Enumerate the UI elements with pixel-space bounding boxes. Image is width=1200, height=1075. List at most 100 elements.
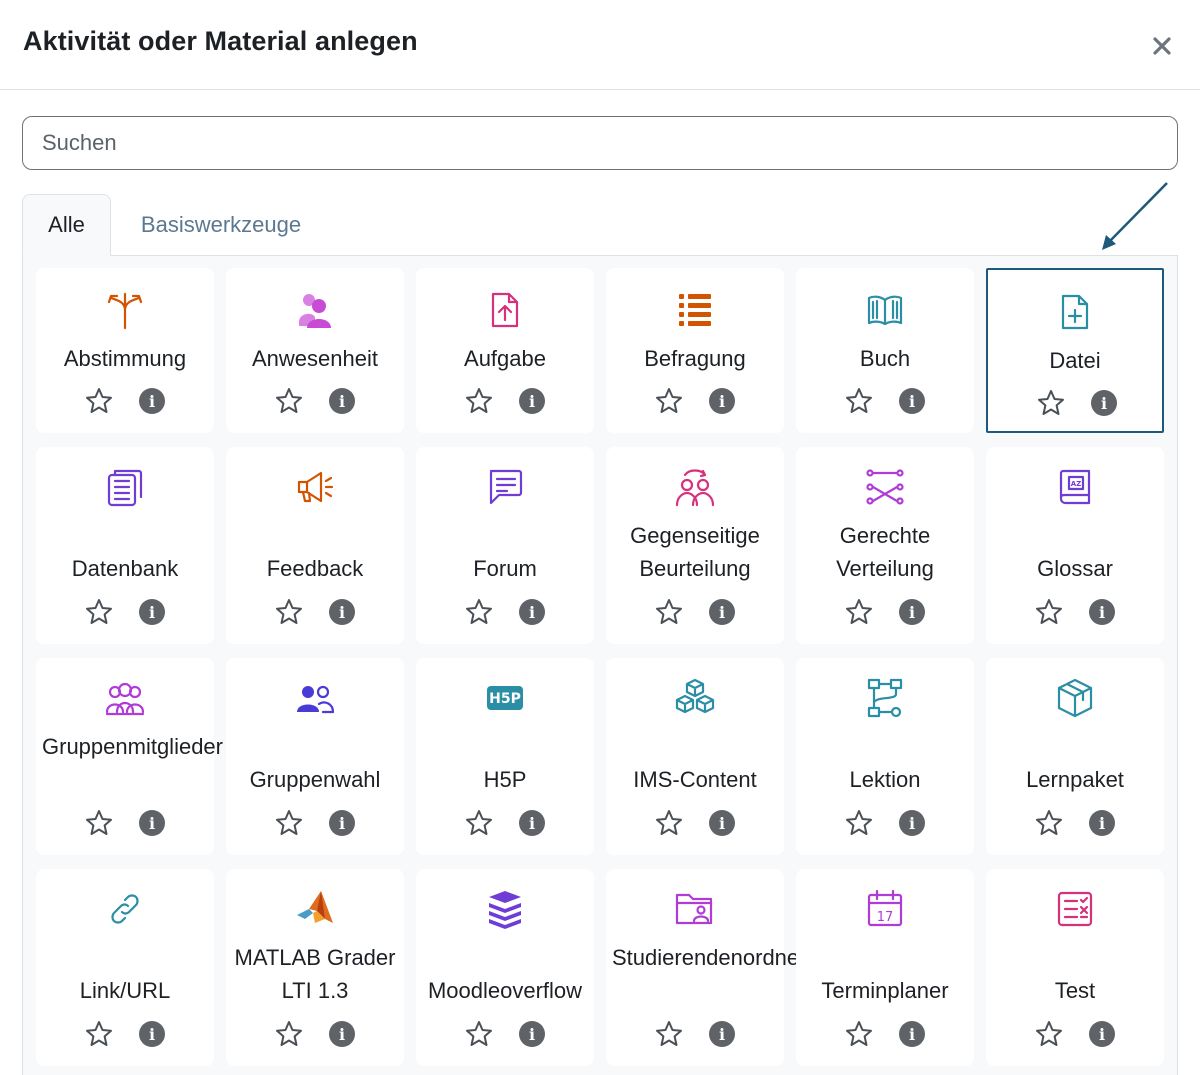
activity-tile[interactable]: IMS-Content i bbox=[606, 658, 784, 855]
tab-basic-tools[interactable]: Basiswerkzeuge bbox=[140, 212, 302, 237]
info-icon[interactable]: i bbox=[709, 1021, 735, 1047]
info-icon[interactable]: i bbox=[139, 599, 165, 625]
activity-tile[interactable]: Test i bbox=[986, 869, 1164, 1066]
info-icon[interactable]: i bbox=[709, 810, 735, 836]
star-icon[interactable] bbox=[1034, 1019, 1064, 1049]
info-icon[interactable]: i bbox=[899, 810, 925, 836]
activity-label: MATLAB Grader LTI 1.3 bbox=[234, 945, 396, 1003]
info-icon[interactable]: i bbox=[329, 388, 355, 414]
activity-tile[interactable]: Gruppenwahl i bbox=[226, 658, 404, 855]
activity-label: Feedback bbox=[266, 556, 364, 581]
activity-tile[interactable]: Befragung i bbox=[606, 268, 784, 433]
activity-label: Lektion bbox=[849, 767, 921, 792]
activity-tile[interactable]: Datei i bbox=[986, 268, 1164, 433]
h5p-icon: H5P bbox=[485, 678, 525, 718]
star-icon[interactable] bbox=[654, 1019, 684, 1049]
star-icon[interactable] bbox=[464, 386, 494, 416]
star-icon[interactable] bbox=[274, 808, 304, 838]
activity-tile[interactable]: MATLAB Grader LTI 1.3 i bbox=[226, 869, 404, 1066]
info-icon[interactable]: i bbox=[519, 1021, 545, 1047]
info-icon[interactable]: i bbox=[519, 810, 545, 836]
activity-tile[interactable]: Abstimmung i bbox=[36, 268, 214, 433]
activity-tile[interactable]: Gerechte Verteilung i bbox=[796, 447, 974, 644]
star-icon[interactable] bbox=[84, 597, 114, 627]
activity-tile[interactable]: Lernpaket i bbox=[986, 658, 1164, 855]
close-button[interactable] bbox=[1146, 30, 1178, 62]
info-icon[interactable]: i bbox=[329, 810, 355, 836]
info-icon[interactable]: i bbox=[899, 1021, 925, 1047]
activity-tile[interactable]: H5P H5P i bbox=[416, 658, 594, 855]
activity-tile[interactable]: Lektion i bbox=[796, 658, 974, 855]
activity-label: Aufgabe bbox=[464, 346, 546, 371]
activity-label: Link/URL bbox=[79, 978, 171, 1003]
info-icon[interactable]: i bbox=[1089, 1021, 1115, 1047]
package-icon bbox=[1055, 678, 1095, 718]
activity-tile[interactable]: Aufgabe i bbox=[416, 268, 594, 433]
close-icon bbox=[1153, 37, 1171, 55]
activity-label: Gegenseitige Beurteilung bbox=[630, 523, 760, 581]
star-icon[interactable] bbox=[84, 386, 114, 416]
ratingallocate-icon bbox=[865, 467, 905, 507]
activity-tile[interactable]: Buch i bbox=[796, 268, 974, 433]
info-icon[interactable]: i bbox=[519, 388, 545, 414]
star-icon[interactable] bbox=[844, 808, 874, 838]
activity-tile[interactable]: Studierendenordner i bbox=[606, 869, 806, 1066]
star-icon[interactable] bbox=[274, 386, 304, 416]
star-icon[interactable] bbox=[654, 597, 684, 627]
annotation-arrow bbox=[1102, 182, 1168, 250]
info-icon[interactable]: i bbox=[1089, 599, 1115, 625]
star-icon[interactable] bbox=[1034, 597, 1064, 627]
star-icon[interactable] bbox=[844, 597, 874, 627]
search-input[interactable] bbox=[23, 117, 1177, 169]
info-icon[interactable]: i bbox=[899, 388, 925, 414]
activity-tile[interactable]: Forum i bbox=[416, 447, 594, 644]
quiz-icon bbox=[1055, 889, 1095, 929]
activity-tile[interactable]: AZ Glossar i bbox=[986, 447, 1164, 644]
star-icon[interactable] bbox=[1036, 388, 1066, 418]
star-icon[interactable] bbox=[844, 1019, 874, 1049]
search-field[interactable] bbox=[22, 116, 1178, 170]
matlab-icon bbox=[295, 889, 335, 929]
info-icon[interactable]: i bbox=[709, 599, 735, 625]
activity-label: Gerechte Verteilung bbox=[836, 523, 934, 581]
info-icon[interactable]: i bbox=[709, 388, 735, 414]
info-icon[interactable]: i bbox=[899, 599, 925, 625]
activity-tile[interactable]: Gegenseitige Beurteilung i bbox=[606, 447, 784, 644]
info-icon[interactable]: i bbox=[1091, 390, 1117, 416]
star-icon[interactable] bbox=[274, 1019, 304, 1049]
info-icon[interactable]: i bbox=[1089, 810, 1115, 836]
star-icon[interactable] bbox=[844, 386, 874, 416]
activity-tile[interactable]: Feedback i bbox=[226, 447, 404, 644]
book-icon bbox=[865, 290, 905, 330]
activity-tile[interactable]: Datenbank i bbox=[36, 447, 214, 644]
activity-label: Lernpaket bbox=[1026, 767, 1124, 792]
star-icon[interactable] bbox=[1034, 808, 1064, 838]
info-icon[interactable]: i bbox=[139, 810, 165, 836]
activity-tile[interactable]: Gruppenmitglieder i bbox=[36, 658, 223, 855]
activity-label: Datei bbox=[1049, 348, 1101, 373]
star-icon[interactable] bbox=[274, 597, 304, 627]
activity-label: Datenbank bbox=[71, 556, 179, 581]
star-icon[interactable] bbox=[654, 386, 684, 416]
star-icon[interactable] bbox=[84, 808, 114, 838]
activity-tile[interactable]: Link/URL i bbox=[36, 869, 214, 1066]
activity-label: Gruppenwahl bbox=[249, 767, 381, 792]
activity-tile[interactable]: Moodleoverflow i bbox=[416, 869, 594, 1066]
info-icon[interactable]: i bbox=[139, 388, 165, 414]
ims-content-icon bbox=[675, 678, 715, 718]
star-icon[interactable] bbox=[464, 597, 494, 627]
info-icon[interactable]: i bbox=[139, 1021, 165, 1047]
star-icon[interactable] bbox=[464, 808, 494, 838]
tab-all[interactable]: Alle bbox=[22, 194, 111, 256]
star-icon[interactable] bbox=[654, 808, 684, 838]
attendance-icon bbox=[295, 290, 335, 330]
star-icon[interactable] bbox=[464, 1019, 494, 1049]
database-icon bbox=[105, 467, 145, 507]
star-icon[interactable] bbox=[84, 1019, 114, 1049]
info-icon[interactable]: i bbox=[329, 599, 355, 625]
info-icon[interactable]: i bbox=[519, 599, 545, 625]
calendar-icon: 17 bbox=[865, 889, 905, 929]
activity-tile[interactable]: 17 Terminplaner i bbox=[796, 869, 974, 1066]
info-icon[interactable]: i bbox=[329, 1021, 355, 1047]
activity-tile[interactable]: Anwesenheit i bbox=[226, 268, 404, 433]
